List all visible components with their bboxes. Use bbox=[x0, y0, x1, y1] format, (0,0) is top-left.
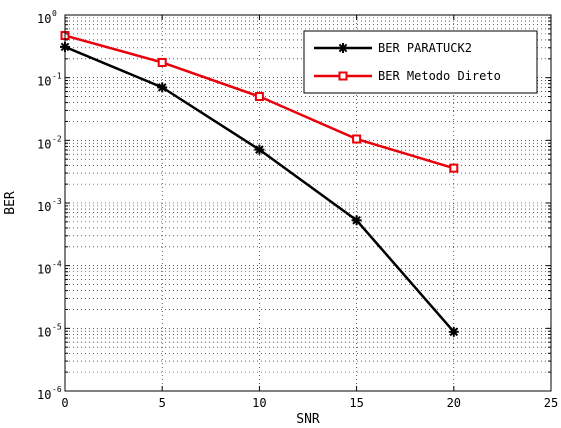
legend-box bbox=[303, 30, 538, 94]
legend-label-paratuck2: BER PARATUCK2 bbox=[378, 41, 472, 55]
x-tick-label: 20 bbox=[447, 396, 461, 410]
legend-marker-shape bbox=[338, 71, 348, 81]
marker-stroke bbox=[255, 145, 264, 154]
data-point-1 bbox=[254, 92, 264, 102]
y-axis-label: BER bbox=[3, 191, 18, 215]
legend-marker-paratuck2 bbox=[338, 43, 348, 53]
data-point-1 bbox=[352, 134, 362, 144]
y-tick-label: 10 bbox=[37, 200, 51, 214]
y-tick-label: 10 bbox=[37, 75, 51, 89]
marker-stroke bbox=[157, 83, 167, 92]
data-point-1 bbox=[157, 57, 167, 67]
y-tick-exponent: -6 bbox=[52, 385, 62, 394]
legend-marker-metodo-direto bbox=[338, 71, 348, 81]
y-tick-label: 10 bbox=[37, 388, 51, 402]
x-tick-label: 25 bbox=[544, 396, 558, 410]
data-point-1 bbox=[449, 163, 459, 173]
marker-stroke bbox=[352, 215, 361, 225]
legend-marker-shape bbox=[338, 43, 348, 53]
x-tick-label: 15 bbox=[349, 396, 363, 410]
x-tick-label: 10 bbox=[252, 396, 266, 410]
x-tick-label: 0 bbox=[61, 396, 68, 410]
y-tick-label: 10 bbox=[37, 12, 51, 26]
data-point-0 bbox=[448, 326, 459, 337]
y-tick-exponent: -2 bbox=[52, 134, 62, 143]
marker-stroke bbox=[338, 43, 348, 53]
y-tick-label: 10 bbox=[37, 325, 51, 339]
marker-stroke bbox=[449, 327, 459, 337]
x-axis-label: SNR bbox=[296, 412, 320, 427]
legend: BER PARATUCK2 BER Metodo Direto bbox=[303, 30, 538, 94]
y-tick-exponent: -3 bbox=[52, 197, 62, 206]
y-tick-label: 10 bbox=[37, 263, 51, 277]
data-point-0 bbox=[351, 215, 362, 226]
y-tick-label: 10 bbox=[37, 137, 51, 151]
y-tick-exponent: 0 bbox=[52, 9, 57, 18]
y-tick-exponent: -4 bbox=[52, 260, 62, 269]
y-tick-exponent: -1 bbox=[52, 72, 62, 81]
legend-label-metodo-direto: BER Metodo Direto bbox=[378, 69, 501, 83]
data-point-0 bbox=[254, 144, 265, 155]
data-point-0 bbox=[157, 82, 168, 93]
y-tick-exponent: -5 bbox=[52, 322, 62, 331]
x-tick-label: 5 bbox=[159, 396, 166, 410]
